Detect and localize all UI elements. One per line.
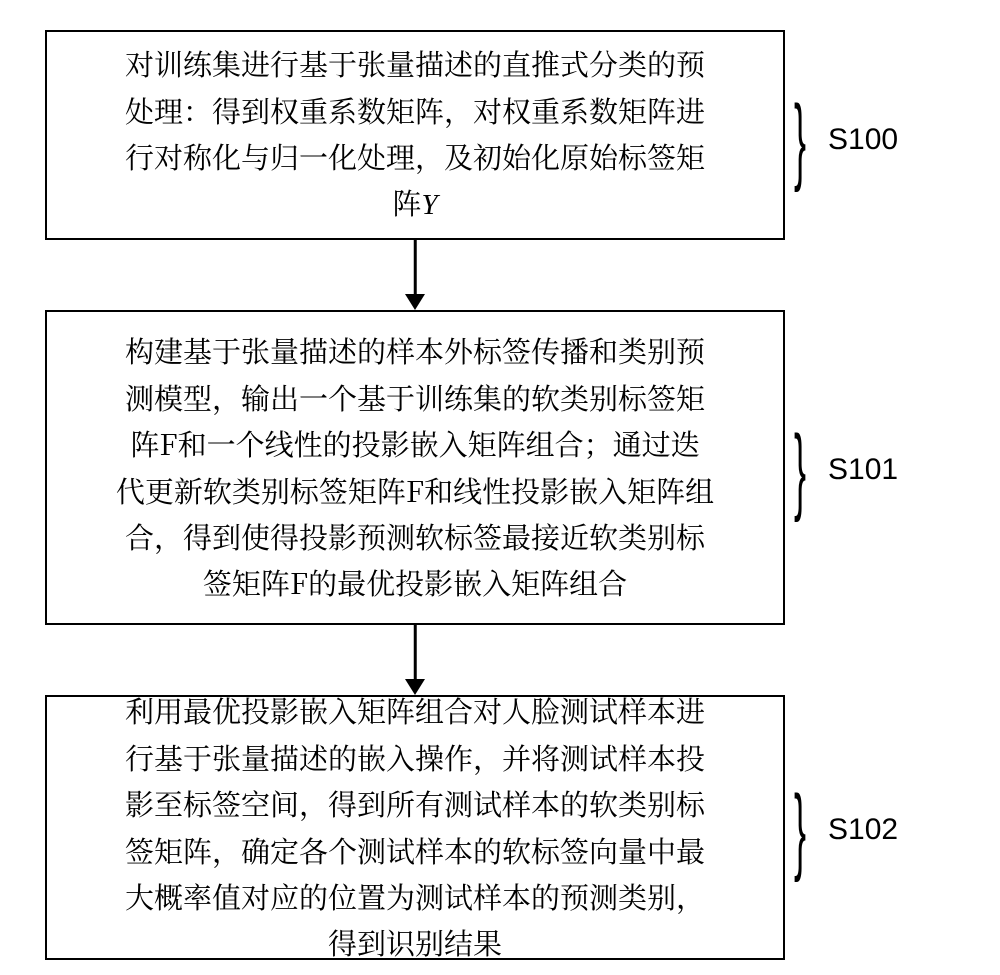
- step-label-1-row: } S100: [790, 110, 898, 170]
- flowchart-canvas: 对训练集进行基于张量描述的直推式分类的预处理：得到权重系数矩阵，对权重系数矩阵进…: [0, 0, 1000, 975]
- step-label-2-row: } S101: [790, 440, 898, 500]
- curly-brace-icon: }: [794, 422, 806, 518]
- step-text-2: 构建基于张量描述的样本外标签传播和类别预测模型，输出一个基于训练集的软类别标签矩…: [75, 328, 755, 606]
- curly-brace-icon: }: [794, 782, 806, 878]
- step-box-1: 对训练集进行基于张量描述的直推式分类的预处理：得到权重系数矩阵，对权重系数矩阵进…: [45, 30, 785, 240]
- arrow-1-head: [405, 294, 425, 310]
- step-text-1: 对训练集进行基于张量描述的直推式分类的预处理：得到权重系数矩阵，对权重系数矩阵进…: [75, 41, 755, 229]
- curly-brace-icon: }: [794, 92, 806, 188]
- step-label-1: S100: [828, 123, 898, 157]
- step-box-2: 构建基于张量描述的样本外标签传播和类别预测模型，输出一个基于训练集的软类别标签矩…: [45, 310, 785, 625]
- step-label-2: S101: [828, 453, 898, 487]
- arrow-1-line: [414, 240, 417, 294]
- step-label-3: S102: [828, 813, 898, 847]
- arrow-2-line: [414, 625, 417, 679]
- step-box-3: 利用最优投影嵌入矩阵组合对人脸测试样本进行基于张量描述的嵌入操作，并将测试样本投…: [45, 695, 785, 960]
- step-text-3: 利用最优投影嵌入矩阵组合对人脸测试样本进行基于张量描述的嵌入操作，并将测试样本投…: [75, 688, 755, 966]
- step-label-3-row: } S102: [790, 800, 898, 860]
